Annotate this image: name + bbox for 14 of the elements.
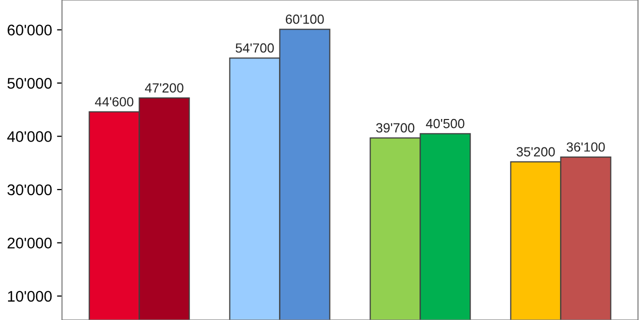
y-tick-label: 30'000 (7, 184, 52, 196)
data-label: 47'200 (144, 83, 184, 93)
data-label: 54'700 (236, 43, 274, 53)
data-label: 40'500 (426, 118, 464, 128)
y-tick-label: 50'000 (7, 78, 52, 89)
y-tick-label: 40'000 (7, 131, 52, 142)
y-tick-label: 10'000 (8, 290, 52, 302)
y-tick-label: 60'000 (8, 24, 52, 36)
data-label: 35'200 (516, 147, 555, 156)
y-tick-label: 20'000 (8, 238, 52, 248)
data-label: 39'700 (376, 123, 414, 133)
data-label: 36'100 (566, 142, 605, 152)
data-label: 44'600 (94, 97, 134, 106)
data-label: 60'100 (286, 14, 324, 24)
